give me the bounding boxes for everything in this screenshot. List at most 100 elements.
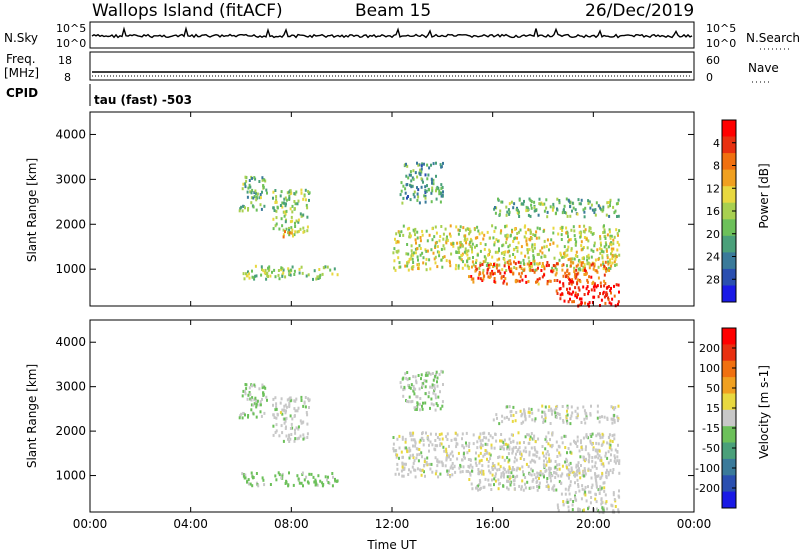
heatmap-cell bbox=[456, 457, 459, 461]
heatmap-cell bbox=[465, 444, 468, 448]
heatmap-cell bbox=[487, 275, 490, 279]
heatmap-cell bbox=[524, 274, 527, 278]
heatmap-cell bbox=[410, 400, 413, 404]
heatmap-cell bbox=[567, 468, 570, 472]
heatmap-cell bbox=[526, 433, 529, 437]
heatmap-cell bbox=[287, 437, 289, 441]
y-tick-label: 2000 bbox=[55, 217, 86, 231]
heatmap-cell bbox=[545, 468, 548, 472]
heatmap-cell bbox=[406, 449, 409, 453]
heatmap-cell bbox=[579, 268, 582, 272]
heatmap-cell bbox=[442, 445, 445, 449]
heatmap-cell bbox=[556, 503, 559, 507]
heatmap-cell bbox=[467, 249, 470, 253]
heatmap-cell bbox=[576, 473, 579, 477]
heatmap-cell bbox=[597, 442, 600, 446]
heatmap-cell bbox=[278, 227, 281, 231]
heatmap-cell bbox=[484, 257, 487, 261]
colorbar-segment bbox=[722, 202, 736, 220]
cpid-value: tau (fast) -503 bbox=[94, 93, 192, 107]
heatmap-cell bbox=[469, 471, 471, 475]
heatmap-cell bbox=[469, 458, 472, 462]
heatmap-cell bbox=[606, 507, 609, 511]
heatmap-cell bbox=[566, 253, 569, 257]
heatmap-cell bbox=[569, 260, 572, 264]
heatmap-cell bbox=[553, 408, 556, 412]
heatmap-cell bbox=[417, 188, 420, 192]
heatmap-cell bbox=[272, 403, 274, 407]
heatmap-cell bbox=[530, 200, 533, 203]
heatmap-cell bbox=[406, 264, 409, 268]
heatmap-cell bbox=[442, 190, 444, 194]
heatmap-cell bbox=[605, 291, 608, 295]
heatmap-cell bbox=[428, 462, 431, 466]
heatmap-cell bbox=[602, 464, 605, 468]
heatmap-cell bbox=[500, 475, 503, 479]
colorbar-segment bbox=[722, 120, 736, 137]
heatmap-cell bbox=[605, 247, 608, 251]
heatmap-cell bbox=[416, 230, 419, 234]
colorbar-segment bbox=[722, 153, 736, 171]
heatmap-cell bbox=[448, 444, 450, 448]
heatmap-cell bbox=[549, 473, 552, 477]
heatmap-cell bbox=[578, 471, 581, 475]
heatmap-cell bbox=[536, 253, 539, 256]
heatmap-cell bbox=[535, 268, 538, 272]
heatmap-cell bbox=[302, 213, 305, 217]
heatmap-cell bbox=[415, 395, 418, 399]
heatmap-cell bbox=[248, 183, 251, 187]
heatmap-cell bbox=[281, 412, 284, 416]
heatmap-cell bbox=[409, 434, 412, 438]
heatmap-cell bbox=[429, 406, 431, 410]
heatmap-cell bbox=[469, 473, 472, 477]
heatmap-cell bbox=[507, 487, 510, 491]
heatmap-cell bbox=[251, 269, 253, 273]
heatmap-cell bbox=[462, 465, 465, 469]
heatmap-cell bbox=[275, 429, 278, 433]
heatmap-cell bbox=[600, 247, 603, 251]
heatmap-cell bbox=[555, 211, 557, 215]
heatmap-cell bbox=[519, 457, 522, 460]
heatmap-cell bbox=[469, 240, 472, 244]
heatmap-cell bbox=[527, 228, 530, 232]
heatmap-cell bbox=[272, 424, 275, 428]
heatmap-cell bbox=[611, 421, 614, 425]
heatmap-cell bbox=[483, 435, 486, 439]
heatmap-cell bbox=[398, 261, 401, 265]
heatmap-cell bbox=[468, 441, 471, 445]
heatmap-cell bbox=[511, 466, 514, 469]
heatmap-cell bbox=[256, 399, 259, 403]
colorbar-segment bbox=[722, 219, 736, 237]
heatmap-cell bbox=[428, 166, 431, 170]
heatmap-cell bbox=[301, 471, 304, 475]
heatmap-cell bbox=[574, 294, 577, 298]
heatmap-cell bbox=[531, 243, 534, 247]
heatmap-cell bbox=[579, 202, 582, 206]
heatmap-cell bbox=[321, 272, 324, 276]
heatmap-cell bbox=[611, 297, 614, 301]
heatmap-cell bbox=[567, 488, 570, 492]
heatmap-cell bbox=[520, 487, 523, 491]
heatmap-cell bbox=[559, 453, 562, 457]
heatmap-cell bbox=[549, 242, 552, 246]
heatmap-cell bbox=[583, 215, 586, 219]
heatmap-cell bbox=[570, 414, 573, 418]
heatmap-cell bbox=[441, 400, 444, 404]
heatmap-cell bbox=[241, 394, 244, 398]
heatmap-cell bbox=[438, 192, 441, 196]
heatmap-cell bbox=[407, 176, 410, 180]
heatmap-cell bbox=[521, 412, 524, 416]
heatmap-cell bbox=[418, 201, 421, 205]
heatmap-cell bbox=[253, 191, 256, 195]
heatmap-cell bbox=[238, 209, 241, 213]
heatmap-cell bbox=[609, 458, 612, 462]
heatmap-cell bbox=[412, 461, 415, 465]
heatmap-cell bbox=[593, 282, 596, 286]
heatmap-cell bbox=[250, 201, 253, 205]
heatmap-cell bbox=[544, 437, 547, 441]
heatmap-cell bbox=[498, 468, 501, 471]
heatmap-cell bbox=[587, 507, 589, 511]
heatmap-cell bbox=[542, 473, 545, 477]
heatmap-cell bbox=[551, 412, 553, 416]
heatmap-cell bbox=[597, 432, 599, 436]
